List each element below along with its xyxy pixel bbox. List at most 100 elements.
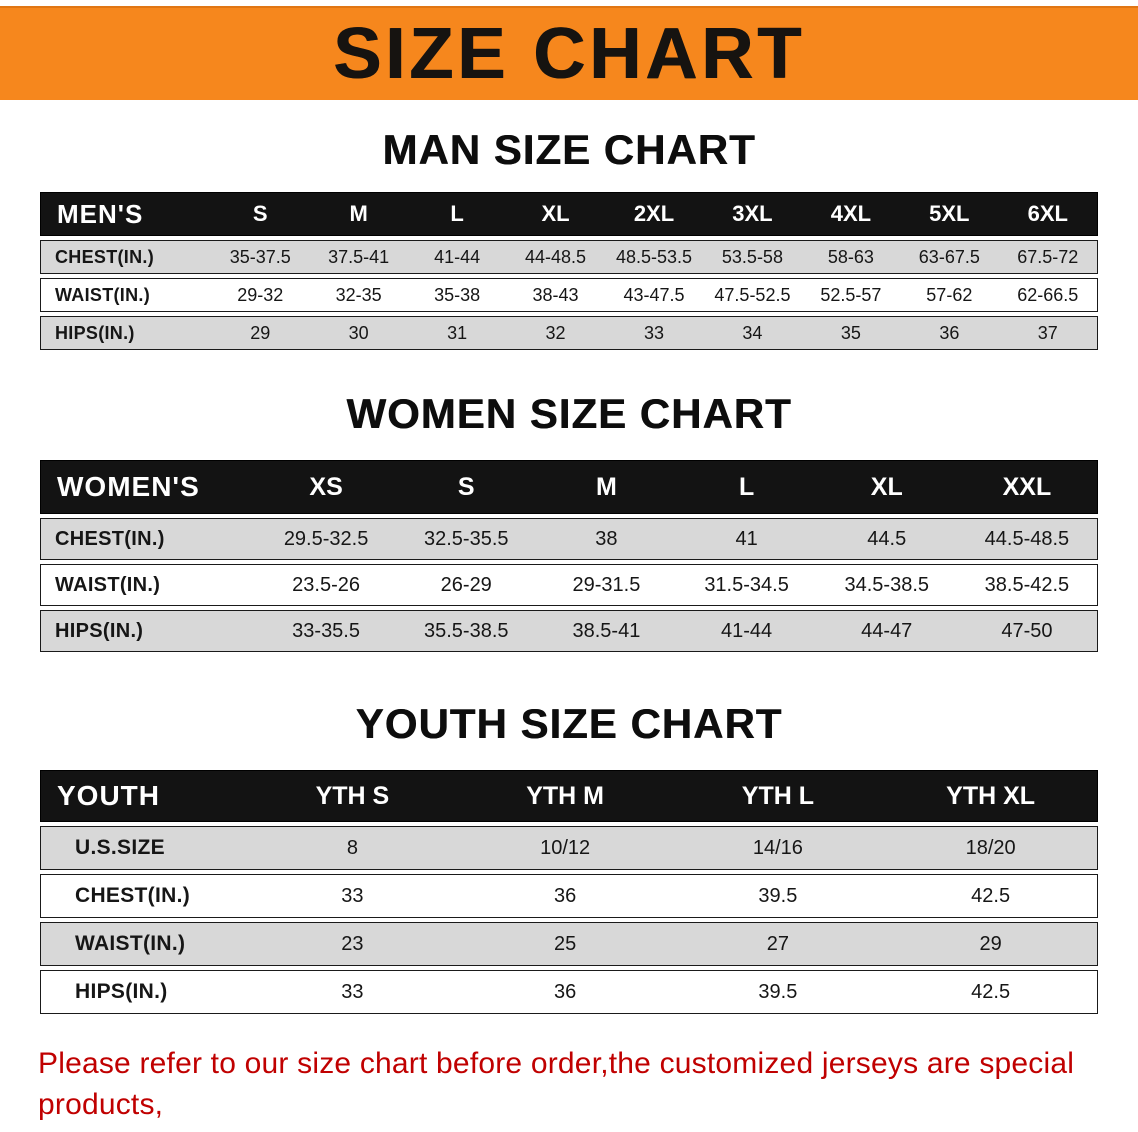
size-cell: 18/20 (965, 836, 1016, 859)
table-row: CHEST(IN.) 35-37.5 37.5-41 41-44 44-48.5… (40, 240, 1098, 274)
table-row: CHEST(IN.) 33 36 39.5 42.5 (40, 874, 1098, 918)
size-cell: 42.5 (971, 980, 1011, 1003)
women-section-heading: WOMEN SIZE CHART (346, 390, 792, 437)
size-cell: 27 (766, 932, 789, 955)
size-cell: 33 (341, 884, 364, 907)
size-cell: 47-50 (1001, 619, 1053, 642)
size-cell: 43-47.5 (623, 284, 685, 305)
size-cell: 36 (554, 980, 577, 1003)
table-row: HIPS(IN.) 33 36 39.5 42.5 (40, 970, 1098, 1014)
footer-line-2: we don't accept cancel, change, teturn o… (38, 1125, 1100, 1132)
size-cell: 35-37.5 (229, 246, 291, 267)
size-cell: 34 (742, 322, 763, 343)
table-row: WAIST(IN.) 29-32 32-35 35-38 38-43 43-47… (40, 278, 1098, 312)
size-cell: 48.5-53.5 (615, 246, 693, 267)
youth-section-heading: YOUTH SIZE CHART (355, 700, 783, 747)
size-cell: 44.5 (867, 527, 907, 550)
size-cell: 41-44 (721, 619, 773, 642)
size-cell: 34.5-38.5 (844, 573, 929, 596)
size-cell: 38 (595, 527, 618, 550)
header-cell: YTH XL (946, 781, 1036, 810)
size-chart-banner: SIZE CHART (0, 6, 1138, 100)
size-cell: 35 (840, 322, 861, 343)
header-cell: XL (870, 472, 903, 501)
size-cell: 23 (341, 932, 364, 955)
size-cell: 41-44 (434, 246, 481, 267)
size-cell: 39.5 (758, 980, 798, 1003)
size-cell: 10/12 (540, 836, 591, 859)
size-cell: 63-67.5 (918, 246, 980, 267)
header-cell: XXL (1002, 472, 1052, 501)
header-cell: L (450, 201, 464, 226)
size-cell: 67.5-72 (1017, 246, 1079, 267)
size-cell: 33 (341, 980, 364, 1003)
page-title: SIZE CHART (333, 14, 805, 94)
row-label: HIPS(IN.) (55, 322, 135, 343)
size-cell: 32.5-35.5 (423, 527, 509, 550)
header-cell: YTH M (526, 781, 605, 810)
size-cell: 58-63 (827, 246, 874, 267)
size-cell: 44-47 (861, 619, 913, 642)
header-cell: XS (309, 472, 343, 501)
header-cell: 3XL (732, 201, 773, 226)
table-row: WAIST(IN.) 23 25 27 29 (40, 922, 1098, 966)
header-cell: 5XL (929, 201, 970, 226)
size-cell: 35.5-38.5 (423, 619, 509, 642)
row-label: HIPS(IN.) (75, 980, 168, 1003)
size-cell: 29 (979, 932, 1002, 955)
table-row: CHEST(IN.) 29.5-32.5 32.5-35.5 38 41 44.… (40, 518, 1098, 560)
women-size-table: WOMEN'S XS S M L XL XXL CHEST(IN.) 29.5-… (40, 460, 1098, 652)
size-cell: 30 (348, 322, 369, 343)
size-cell: 57-62 (926, 284, 973, 305)
size-cell: 14/16 (752, 836, 803, 859)
size-cell: 33-35.5 (292, 619, 360, 642)
table-row: HIPS(IN.) 29 30 31 32 33 34 35 36 37 (40, 316, 1098, 350)
size-cell: 38.5-42.5 (984, 573, 1070, 596)
size-cell: 62-66.5 (1017, 284, 1079, 305)
size-cell: 47.5-52.5 (714, 284, 791, 305)
size-cell: 44-48.5 (525, 246, 587, 267)
man-section-heading: MAN SIZE CHART (382, 126, 756, 173)
header-cell: S (252, 201, 268, 226)
header-cell: S (457, 472, 475, 501)
row-label: WAIST(IN.) (55, 284, 150, 305)
table-row: U.S.SIZE 8 10/12 14/16 18/20 (40, 826, 1098, 870)
size-cell: 44.5-48.5 (984, 527, 1070, 550)
size-cell: 36 (554, 884, 577, 907)
row-label: CHEST(IN.) (55, 246, 154, 267)
row-label: HIPS(IN.) (55, 619, 144, 642)
header-cell: YTH L (741, 781, 814, 810)
table-row: WAIST(IN.) 23.5-26 26-29 29-31.5 31.5-34… (40, 564, 1098, 606)
header-cell: 4XL (830, 201, 872, 226)
size-cell: 38-43 (532, 284, 579, 305)
footer-note: Please refer to our size chart before or… (38, 1044, 1100, 1132)
size-cell: 29.5-32.5 (283, 527, 369, 550)
size-cell: 29 (250, 322, 271, 343)
header-cell: WOMEN'S (57, 471, 200, 502)
header-cell: XL (541, 201, 570, 226)
size-cell: 33 (643, 322, 664, 343)
header-cell: YOUTH (57, 780, 160, 811)
size-cell: 53.5-58 (721, 246, 783, 267)
row-label: CHEST(IN.) (55, 527, 165, 550)
header-cell: 6XL (1027, 201, 1068, 226)
men-table-header: MEN'S S M L XL 2XL 3XL 4XL 5XL 6XL (40, 192, 1098, 236)
size-cell: 26-29 (440, 573, 492, 596)
row-label: U.S.SIZE (75, 836, 165, 859)
row-label: WAIST(IN.) (75, 932, 186, 955)
youth-size-table: YOUTH YTH S YTH M YTH L YTH XL U.S.SIZE … (40, 770, 1098, 1014)
header-cell: MEN'S (57, 198, 144, 229)
size-cell: 42.5 (971, 884, 1011, 907)
row-label: CHEST(IN.) (75, 884, 190, 907)
size-cell: 8 (346, 836, 358, 859)
footer-line-1: Please refer to our size chart before or… (38, 1047, 1075, 1121)
size-cell: 38.5-41 (572, 619, 641, 642)
youth-table-header: YOUTH YTH S YTH M YTH L YTH XL (40, 770, 1098, 822)
table-row: HIPS(IN.) 33-35.5 35.5-38.5 38.5-41 41-4… (40, 610, 1098, 652)
header-cell: M (349, 201, 368, 226)
header-cell: 2XL (633, 201, 675, 226)
size-cell: 37 (1037, 322, 1058, 343)
size-cell: 52.5-57 (820, 284, 882, 305)
size-cell: 29-31.5 (572, 573, 641, 596)
